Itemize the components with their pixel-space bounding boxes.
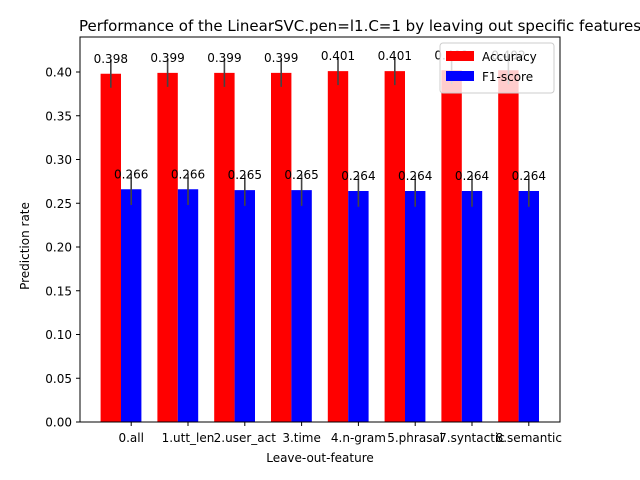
bar-f1-score-2 [234,190,255,422]
data-label-0-1: 0.399 [150,51,184,65]
bar-accuracy-1 [157,72,178,422]
y-tick-label-5: 0.25 [45,197,72,211]
bar-accuracy-2 [214,72,235,422]
x-tick-label-5: 5.phrasal [387,431,443,445]
bar-f1-score-1 [177,189,199,422]
legend-label-1: F1-score [482,70,533,84]
data-label-1-7: 0.264 [512,169,546,183]
bar-f1-score-7 [518,191,539,422]
y-tick-label-2: 0.10 [45,328,72,342]
y-tick-label-7: 0.35 [45,109,72,123]
data-label-1-1: 0.266 [171,167,205,181]
data-label-1-4: 0.264 [341,169,375,183]
x-tick-label-7: 8.semantic [496,431,562,445]
data-label-1-3: 0.265 [284,168,318,182]
bar-accuracy-0 [100,73,121,422]
bar-f1-score-0 [121,189,142,422]
bar-accuracy-3 [271,72,292,422]
legend-label-0: Accuracy [482,50,537,64]
legend-swatch-1 [446,71,474,81]
x-tick-label-4: 4.n-gram [331,431,386,445]
y-tick-label-3: 0.15 [45,284,72,298]
axes-frame [79,36,561,423]
data-label-0-4: 0.401 [321,49,355,63]
chart-title: Performance of the LinearSVC.pen=l1.C=1 … [79,17,640,35]
legend-swatch-0 [446,51,474,61]
bar-accuracy-6 [441,70,462,422]
data-label-1-0: 0.266 [114,167,148,181]
data-label-1-5: 0.264 [398,169,432,183]
x-tick-label-1: 1.utt_len [162,431,215,445]
bar-accuracy-5 [384,71,405,422]
bar-f1-score-6 [461,191,483,422]
x-tick-label-2: 2.user_act [214,431,277,445]
legend: Accuracy F1-score [439,42,555,94]
data-label-1-6: 0.264 [455,169,489,183]
y-tick-label-4: 0.20 [45,241,72,255]
bar-accuracy-7 [498,70,519,422]
x-axis-label: Leave-out-feature [266,451,374,465]
bar-accuracy-4 [327,71,349,422]
data-label-0-5: 0.401 [378,49,412,63]
x-tick-label-3: 3.time [282,431,321,445]
data-label-1-2: 0.265 [228,168,262,182]
data-label-0-2: 0.399 [207,51,241,65]
y-tick-label-8: 0.40 [45,66,72,80]
data-label-0-0: 0.398 [94,52,128,66]
bar-f1-score-4 [348,191,369,422]
y-tick-label-0: 0.00 [45,416,72,430]
data-label-0-3: 0.399 [264,51,298,65]
y-axis-label: Prediction rate [18,202,32,290]
bar-f1-score-3 [291,190,312,422]
x-tick-label-0: 0.all [118,431,143,445]
y-tick-label-6: 0.30 [45,153,72,167]
plot-area: 0.3980.3990.3990.3990.4010.4010.4020.402… [45,36,562,445]
bar-f1-score-5 [405,191,426,422]
x-tick-label-6: 7.syntactic [439,431,505,445]
y-tick-label-1: 0.05 [45,372,72,386]
